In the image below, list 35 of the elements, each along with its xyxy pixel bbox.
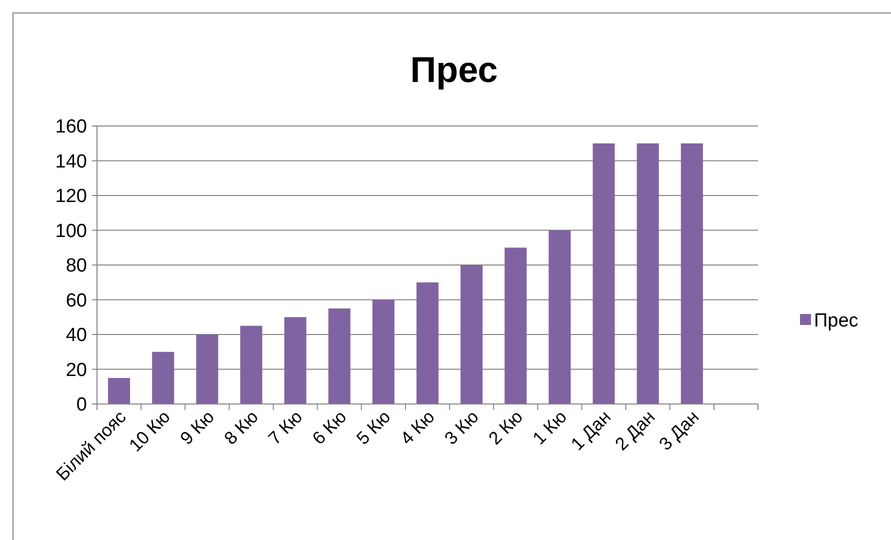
x-tick-label: 2 Кю (484, 406, 526, 448)
bar (636, 143, 659, 404)
bar (372, 300, 394, 404)
bar (416, 282, 439, 404)
x-tick-label: 4 Кю (396, 406, 438, 448)
chart-title: Прес (410, 49, 498, 90)
x-tick-label: 5 Кю (352, 406, 394, 448)
x-tick-label: 9 Кю (176, 406, 218, 448)
x-tick-label: 8 Кю (220, 406, 262, 448)
x-tick-label: 10 Кю (125, 406, 174, 456)
x-tick-label: 3 Кю (440, 406, 482, 448)
x-tick-label: 1 Кю (528, 406, 571, 448)
x-tick-label: 7 Кю (264, 406, 306, 448)
bar (460, 265, 483, 404)
y-tick-label: 20 (66, 360, 87, 381)
bar (548, 230, 571, 404)
x-tick-label: 6 Кю (308, 406, 350, 448)
y-tick-label: 160 (55, 116, 87, 138)
bar (108, 378, 130, 404)
y-tick-label: 120 (55, 186, 87, 208)
bar (680, 143, 703, 404)
bar (240, 326, 262, 404)
legend-label: Прес (814, 310, 858, 332)
y-tick-label: 40 (66, 325, 87, 346)
y-tick-label: 60 (66, 290, 87, 312)
bar (196, 334, 218, 404)
y-tick-label: 80 (66, 256, 87, 277)
bar (328, 308, 350, 404)
bar (504, 248, 527, 404)
bar (152, 352, 174, 404)
y-tick-label: 140 (55, 151, 87, 172)
y-tick-label: 100 (55, 220, 87, 242)
bar (592, 143, 615, 404)
bar (284, 317, 306, 404)
y-tick-label: 0 (76, 394, 87, 416)
